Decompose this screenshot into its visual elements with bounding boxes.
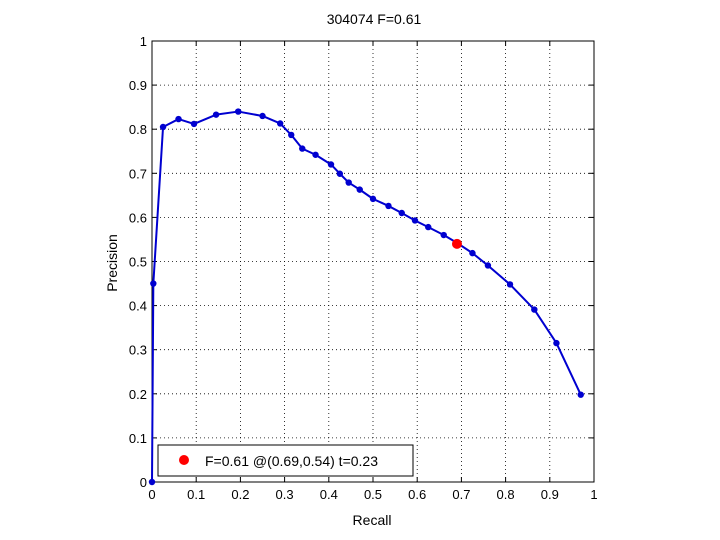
pr-curve-point xyxy=(577,391,584,398)
y-tick-label: 0.7 xyxy=(129,166,147,181)
y-tick-label: 0.4 xyxy=(129,299,147,314)
pr-curve-point xyxy=(276,120,284,127)
y-tick-label: 0.6 xyxy=(129,210,147,225)
x-tick-label: 0.2 xyxy=(231,487,249,502)
pr-curve-point xyxy=(385,202,392,210)
y-tick-labels: 0 0.1 0.2 0.3 0.4 0.5 0.6 0.7 0.8 0.9 1 xyxy=(129,34,147,490)
pr-curve-point xyxy=(345,179,352,186)
pr-curve-point xyxy=(159,123,167,131)
pr-curve-point xyxy=(259,112,266,120)
y-tick-label: 0.3 xyxy=(129,343,147,358)
y-tick-label: 0 xyxy=(140,475,147,490)
y-axis-label: Precision xyxy=(104,234,120,292)
pr-curve-point xyxy=(175,115,182,123)
pr-curve-point xyxy=(212,111,220,118)
y-tick-label: 0.1 xyxy=(129,431,147,446)
highlight-layer xyxy=(451,238,462,249)
pr-curve-point xyxy=(411,217,419,224)
pr-curve-point xyxy=(234,108,242,115)
x-tick-labels: 0 0.1 0.2 0.3 0.4 0.5 0.6 0.7 0.8 0.9 1 xyxy=(148,487,597,502)
legend-box xyxy=(157,444,414,477)
pr-curve-point xyxy=(299,145,306,152)
pr-curve-point xyxy=(553,339,560,347)
pr-curve-point xyxy=(369,195,377,203)
x-tick-label: 0.5 xyxy=(364,487,382,502)
best-f-point xyxy=(451,238,462,249)
y-tick-label: 0.9 xyxy=(129,78,147,93)
x-axis-label: Recall xyxy=(353,512,392,528)
legend: F=0.61 @(0.69,0.54) t=0.23 xyxy=(157,444,414,477)
x-tick-label: 0.6 xyxy=(408,487,426,502)
x-tick-label: 0.8 xyxy=(497,487,515,502)
x-tick-label: 1 xyxy=(590,487,597,502)
y-tick-label: 1 xyxy=(140,34,147,49)
pr-curve-point xyxy=(440,231,447,239)
pr-curve-point xyxy=(148,478,156,486)
pr-curve-point xyxy=(190,120,198,128)
legend-marker xyxy=(179,455,189,465)
x-tick-label: 0.1 xyxy=(187,487,205,502)
x-tick-label: 0.7 xyxy=(452,487,470,502)
x-tick-label: 0.4 xyxy=(320,487,338,502)
plot-area: 0 0.1 0.2 0.3 0.4 0.5 0.6 0.7 0.8 0.9 1 0 0.1 0.2 0.3… xyxy=(129,34,598,502)
legend-text: F=0.61 @(0.69,0.54) t=0.23 xyxy=(205,453,378,469)
pr-curve-point xyxy=(150,280,157,287)
grid xyxy=(152,41,594,482)
x-tick-label: 0.3 xyxy=(276,487,294,502)
pr-curve-point xyxy=(398,209,405,217)
pr-curve-point xyxy=(356,186,363,193)
pr-curve-point xyxy=(312,151,319,158)
series-layer xyxy=(148,108,584,486)
chart-title: 304074 F=0.61 xyxy=(327,11,422,27)
pr-curve-point xyxy=(288,131,295,139)
pr-curve-point xyxy=(469,249,476,257)
pr-curve-point xyxy=(531,306,538,313)
x-tick-label: 0 xyxy=(148,487,155,502)
pr-curve-point xyxy=(425,223,432,231)
y-tick-label: 0.2 xyxy=(129,387,147,402)
pr-curve-point xyxy=(484,262,492,269)
x-tick-label: 0.9 xyxy=(541,487,559,502)
pr-curve-point xyxy=(506,281,514,288)
y-tick-label: 0.5 xyxy=(129,255,147,270)
pr-curve-point xyxy=(336,170,344,177)
pr-curve-point xyxy=(327,161,335,168)
y-tick-label: 0.8 xyxy=(129,122,147,137)
